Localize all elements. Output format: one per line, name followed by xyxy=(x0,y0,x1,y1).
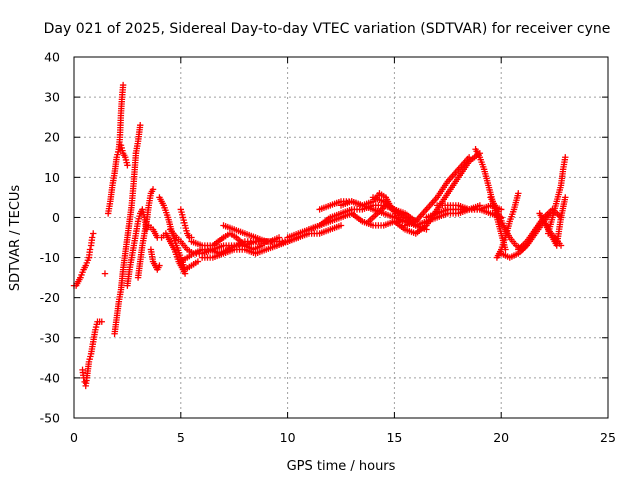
series-arc-20 xyxy=(177,206,195,241)
data-point xyxy=(562,154,569,161)
data-point xyxy=(124,162,131,169)
y-tick-label: -10 xyxy=(40,250,60,265)
data-point xyxy=(88,234,96,241)
y-tick-label: -20 xyxy=(40,290,60,305)
series-arc-10 xyxy=(117,142,131,169)
y-axis-label: SDTVAR / TECUs xyxy=(8,185,23,292)
y-tick-label: 20 xyxy=(44,130,60,145)
data-point xyxy=(101,270,109,277)
data-point xyxy=(194,258,202,265)
data-point xyxy=(515,190,522,197)
series-arc-14 xyxy=(134,186,157,281)
x-axis-label: GPS time / hours xyxy=(287,459,396,474)
chart-title: Day 021 of 2025, Sidereal Day-to-day VTE… xyxy=(44,21,611,37)
axis-ticks: 0 5 10 15 20 25 40 30 20 10 0 -10 -20 -30 -40 -50 xyxy=(40,50,616,446)
series-arc-24 xyxy=(273,222,345,249)
data-point xyxy=(465,154,473,161)
data-point xyxy=(137,121,144,129)
x-tick-label: 15 xyxy=(386,430,402,445)
x-tick-label: 20 xyxy=(493,430,509,445)
x-tick-label: 5 xyxy=(177,430,185,445)
y-tick-label: -40 xyxy=(40,370,60,385)
y-tick-label: 30 xyxy=(44,90,60,105)
x-tick-label: 10 xyxy=(280,430,296,445)
series-arc-11 xyxy=(111,150,140,337)
series-arc-13 xyxy=(124,206,150,289)
data-point xyxy=(149,186,157,193)
series-arc-39 xyxy=(493,190,522,261)
y-tick-label: 10 xyxy=(44,170,60,185)
series-arc-32 xyxy=(391,150,484,237)
series-arc-36 xyxy=(433,202,505,221)
series-arc-07 xyxy=(101,270,109,277)
series-arc-33 xyxy=(401,154,473,229)
series-arc-15 xyxy=(147,246,163,273)
data-points xyxy=(70,81,569,390)
data-point xyxy=(90,230,97,237)
data-point xyxy=(156,262,163,269)
data-point xyxy=(86,246,94,253)
x-tick-label: 25 xyxy=(600,430,616,445)
y-tick-label: 0 xyxy=(52,210,60,225)
data-point xyxy=(119,81,127,89)
y-tick-label: -50 xyxy=(40,411,60,426)
series-arc-44 xyxy=(540,218,565,249)
series-arc-03 xyxy=(85,230,97,261)
y-tick-label: 40 xyxy=(44,50,60,65)
series-arc-05 xyxy=(83,318,101,382)
series-arc-17 xyxy=(156,194,202,273)
series-arc-23 xyxy=(220,222,291,245)
series-arc-08 xyxy=(104,146,123,217)
data-point xyxy=(562,194,569,201)
data-point xyxy=(557,242,565,249)
plot-frame xyxy=(73,56,609,419)
x-tick-label: 0 xyxy=(70,430,78,445)
series-arc-06 xyxy=(96,318,105,325)
series-arc-09 xyxy=(115,81,127,153)
data-point xyxy=(98,318,105,325)
data-point xyxy=(337,222,345,229)
series-arc-12 xyxy=(132,121,144,157)
y-tick-label: -30 xyxy=(40,330,60,345)
